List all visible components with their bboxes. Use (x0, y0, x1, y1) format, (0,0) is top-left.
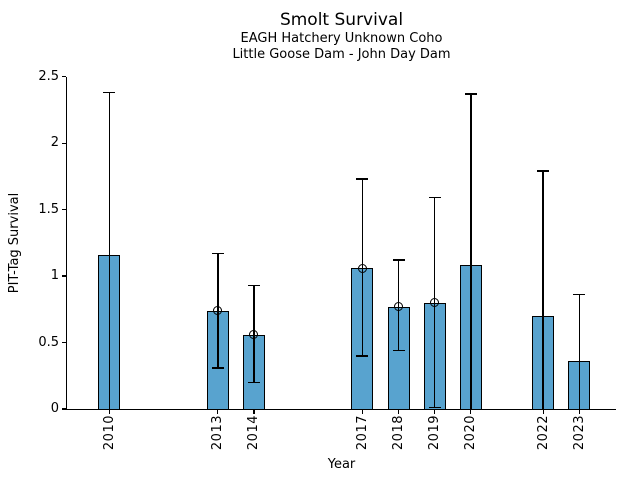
y-tick-1 (61, 275, 66, 277)
errorbar-line-2022 (542, 171, 544, 409)
errorbar-line-2023 (578, 294, 581, 409)
x-tick-2019 (434, 410, 436, 414)
errorbar-cap-hi-2019 (428, 196, 441, 199)
x-tick-label-text-2013: 2013 (210, 415, 226, 451)
x-tick-label-text-2014: 2014 (246, 415, 262, 451)
errorbar-cap-hi-2013 (211, 252, 224, 255)
errorbar-cap-hi-2020 (464, 93, 477, 95)
x-tick-2010 (108, 410, 110, 414)
chart-subtitle-line2: Little Goose Dam - John Day Dam (232, 46, 451, 62)
y-tick-2 (61, 142, 66, 144)
x-tick-label-2017: 2017 (354, 415, 370, 453)
y-tick-label-2.5: 2.5 (38, 68, 59, 84)
errorbar-cap-hi-2010 (103, 91, 116, 94)
errorbar-cap-lo-2013 (211, 366, 224, 369)
x-tick-2018 (397, 410, 400, 414)
marker-2013 (213, 306, 223, 316)
x-tick-label-2023: 2023 (571, 415, 587, 453)
marker-2014 (249, 330, 259, 340)
y-tick-label-1: 1 (50, 268, 59, 284)
y-tick-1.5 (61, 209, 66, 211)
x-axis-spine (65, 408, 616, 410)
x-tick-label-2022: 2022 (535, 415, 551, 453)
marker-2018 (394, 302, 404, 312)
x-tick-label-text-2023: 2023 (571, 415, 587, 451)
errorbar-cap-hi-2018 (392, 259, 405, 261)
errorbar-cap-lo-2017 (356, 355, 369, 357)
x-tick-label-text-2017: 2017 (354, 415, 370, 451)
y-tick-label-0.5: 0.5 (38, 334, 59, 350)
errorbar-cap-lo-2019 (428, 406, 441, 409)
chart-subtitle-line1: EAGH Hatchery Unknown Coho (240, 31, 443, 46)
x-tick-label-text-2018: 2018 (391, 415, 407, 451)
x-tick-2023 (578, 410, 580, 414)
chart-title: Smolt Survival (279, 10, 404, 30)
errorbar-cap-hi-2023 (573, 293, 586, 296)
x-tick-2014 (253, 410, 255, 414)
errorbar-cap-hi-2022 (537, 170, 550, 172)
x-tick-label-2020: 2020 (463, 415, 479, 453)
x-tick-label-2014: 2014 (246, 415, 262, 453)
marker-2019 (430, 298, 440, 308)
y-axis-spine (65, 76, 67, 411)
x-tick-label-2013: 2013 (210, 415, 226, 453)
x-tick-label-2018: 2018 (391, 415, 407, 453)
errorbar-cap-hi-2017 (356, 178, 369, 180)
y-tick-label-2: 2 (50, 135, 59, 151)
x-axis-label: Year (327, 457, 356, 472)
errorbar-cap-lo-2018 (392, 349, 405, 352)
chart-subtitle: EAGH Hatchery Unknown Coho Little Goose … (67, 31, 616, 62)
errorbar-line-2010 (108, 92, 111, 409)
y-tick-label-0: 0 (50, 401, 59, 416)
x-tick-label-text-2010: 2010 (101, 415, 117, 451)
x-tick-label-text-2020: 2020 (463, 415, 479, 451)
y-tick-0 (61, 408, 66, 410)
x-tick-2017 (361, 410, 363, 414)
x-tick-2013 (217, 410, 219, 414)
x-tick-label-2019: 2019 (427, 415, 443, 453)
errorbar-cap-hi-2014 (247, 284, 260, 287)
x-tick-2020 (470, 410, 472, 414)
x-tick-label-2010: 2010 (101, 415, 117, 453)
x-tick-label-text-2019: 2019 (427, 415, 443, 451)
x-tick-label-text-2022: 2022 (535, 415, 551, 451)
x-tick-2022 (542, 410, 544, 414)
y-tick-2.5 (61, 76, 66, 78)
marker-2017 (357, 263, 367, 273)
y-tick-0.5 (61, 341, 66, 344)
errorbar-line-2020 (470, 93, 472, 409)
y-tick-label-1.5: 1.5 (38, 201, 59, 217)
errorbar-cap-lo-2014 (247, 381, 260, 384)
